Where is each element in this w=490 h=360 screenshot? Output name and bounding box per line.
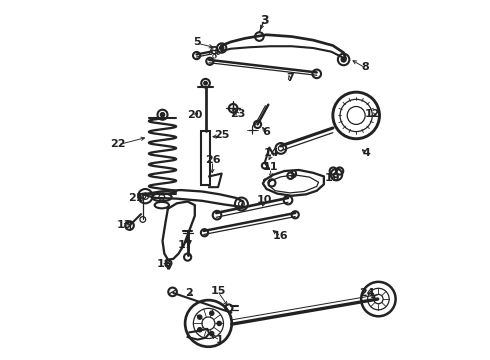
Circle shape [217, 321, 221, 325]
Text: 6: 6 [263, 127, 270, 136]
Polygon shape [167, 266, 171, 269]
Circle shape [210, 311, 214, 315]
Text: 3: 3 [260, 14, 269, 27]
Text: 21: 21 [128, 193, 144, 203]
Text: 19: 19 [325, 173, 341, 183]
Text: 9: 9 [290, 170, 297, 180]
Text: 8: 8 [361, 62, 369, 72]
Text: 25: 25 [214, 130, 229, 140]
Bar [201, 131, 210, 185]
Text: 14: 14 [264, 148, 280, 158]
Text: 24: 24 [359, 288, 375, 298]
Circle shape [160, 113, 165, 117]
Circle shape [197, 315, 202, 319]
Text: 20: 20 [187, 111, 202, 121]
Text: 18: 18 [157, 259, 172, 269]
Text: 11: 11 [262, 162, 278, 172]
Circle shape [341, 57, 346, 62]
Text: 22: 22 [110, 139, 125, 149]
Text: 10: 10 [257, 195, 272, 205]
Text: 2: 2 [186, 288, 193, 298]
Text: 15: 15 [210, 286, 226, 296]
Text: 4: 4 [363, 148, 371, 158]
Text: 5: 5 [193, 37, 200, 47]
Text: 23: 23 [230, 109, 245, 119]
Text: 17: 17 [178, 239, 194, 249]
Circle shape [220, 46, 224, 50]
Circle shape [210, 332, 214, 336]
Circle shape [197, 328, 202, 332]
Text: 12: 12 [365, 109, 380, 119]
Text: 16: 16 [273, 231, 289, 240]
Text: 7: 7 [286, 73, 294, 83]
Circle shape [204, 81, 207, 85]
Text: 1: 1 [216, 334, 224, 345]
Text: 26: 26 [205, 155, 220, 165]
Text: 13: 13 [117, 220, 133, 230]
